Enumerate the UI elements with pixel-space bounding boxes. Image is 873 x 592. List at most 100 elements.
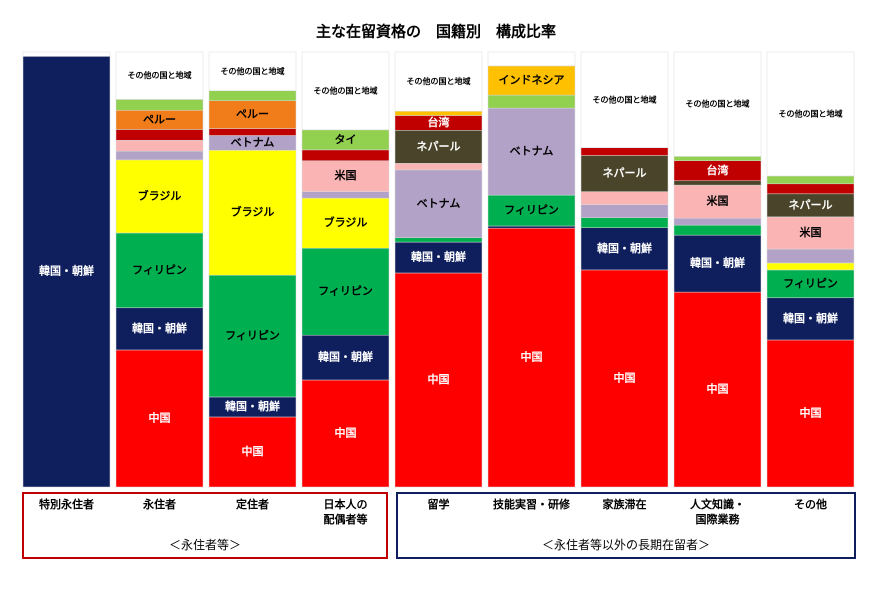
bar-segment [580,155,669,192]
bar-segment [673,224,762,236]
segment-label: ネパール [789,198,833,211]
bar-segment [208,274,297,398]
bar-segment [487,51,576,67]
bar-segment [766,297,855,341]
segment-label: ネパール [417,140,461,153]
segment-label: フィリピン [783,277,838,290]
bar-segment [487,227,576,488]
segment-label: インドネシア [499,73,565,86]
segment-label: 韓国・朝鮮 [318,350,373,364]
segment-label: ベトナム [417,197,461,210]
segment-label: 中国 [335,425,357,439]
bar-segment [22,56,111,488]
bar-segment [115,51,204,100]
x-tick-label: 留学 [427,498,450,511]
bar-segment [115,349,204,488]
bar-segment [673,156,762,161]
bar-segment [115,99,204,111]
bar-segment [115,307,204,351]
chart-title: 主な在留資格の 国籍別 構成比率 [316,23,556,41]
segment-label: 韓国・朝鮮 [411,250,466,264]
bar-segment [673,184,762,219]
segment-label: フィリピン [504,204,559,217]
bar-segment [487,65,576,96]
segment-label: 米国 [799,225,822,239]
bar-segment [301,51,390,131]
group-label: ＜永住者等＞ [168,538,241,552]
bar-segment [487,107,576,196]
bar-segment [766,216,855,250]
segment-label: 韓国・朝鮮 [690,256,745,270]
bar-segment [766,339,855,488]
segment-label: ネパール [603,167,647,180]
segment-label: その他の国と地域 [128,70,192,80]
bar-segment [115,232,204,309]
bar-segment [394,237,483,243]
bar-segment [580,227,669,271]
bar-segment [115,159,204,234]
segment-label: 中国 [242,444,264,458]
x-tick-label: その他 [794,498,827,511]
segment-label: 中国 [149,410,171,424]
segment-label: 中国 [521,350,543,364]
segment-label: 中国 [614,370,636,384]
bar-segment [208,51,297,91]
segment-label: 米国 [706,194,729,208]
bar-segment [115,129,204,141]
segment-label: 台湾 [707,163,729,177]
segment-label: 韓国・朝鮮 [597,241,652,255]
segment-label: ベトナム [231,136,275,149]
segment-label: その他の国と地域 [686,99,750,109]
bar-segment [115,140,204,152]
x-tick-label: 特別永住者 [39,498,94,511]
segment-label: 韓国・朝鮮 [39,264,94,278]
group-label: ＜永住者等以外の長期在留者＞ [541,538,710,552]
segment-label: ブラジル [138,188,182,202]
bar-segment [394,241,483,274]
bar-segment [580,204,669,218]
segment-label: ベトナム [510,145,554,158]
bar-segment [766,262,855,271]
bar-segment [208,90,297,101]
segment-label: その他の国と地域 [593,94,657,104]
bar-segment [580,191,669,205]
bar-segment [487,94,576,109]
segment-label: 中国 [707,382,729,396]
bar-segment [394,110,483,116]
bar-segment [301,149,390,161]
bar-segment [208,150,297,276]
bar-segment [766,269,855,299]
bar-segment [394,163,483,171]
x-tick-label: 技能実習・研修 [493,498,570,511]
segment-label: ペルー [236,108,269,121]
x-tick-label: 永住者 [143,498,176,511]
bar-segment [301,197,390,249]
bar-segment [115,150,204,161]
bar-segment [394,169,483,238]
bar-segment [208,100,297,129]
x-tick-label: 定住者 [236,498,269,511]
segment-label: 韓国・朝鮮 [132,321,187,335]
segment-label: ブラジル [231,205,275,219]
bar-segment [580,147,669,156]
bar-segment [766,51,855,177]
bar-segment [766,248,855,264]
segment-label: ペルー [143,113,176,126]
segment-label: 中国 [800,405,822,419]
bar-segment [22,51,111,57]
bar-segment [394,51,483,112]
bar-segment [766,175,855,185]
bar-segment [301,379,390,488]
bar-segment [673,217,762,226]
segment-label: 台湾 [428,115,450,129]
bar-segment [208,128,297,136]
bar-segment [301,247,390,336]
bar-segment [673,291,762,488]
segment-label: ブラジル [324,215,368,229]
segment-label: 韓国・朝鮮 [783,311,838,325]
bar-segment [580,51,669,148]
bar-segment [394,272,483,488]
segment-label: その他の国と地域 [314,85,378,95]
